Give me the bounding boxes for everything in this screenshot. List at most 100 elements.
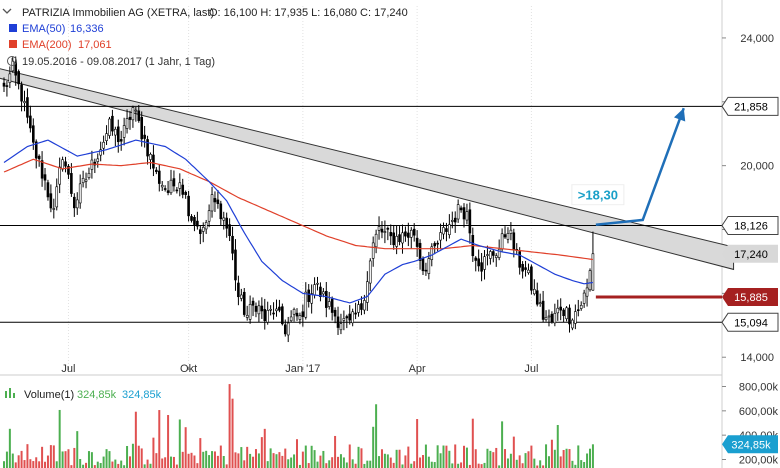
volume-bar [41, 446, 44, 468]
candle-body [231, 235, 234, 254]
volume-bar [126, 445, 129, 468]
candle-body [295, 312, 299, 317]
volume-bar [20, 450, 23, 468]
volume-bar [515, 459, 518, 468]
candle-body [105, 133, 108, 141]
volume-bar [252, 456, 255, 468]
volume-bar [190, 452, 193, 468]
trend-channel-band [0, 68, 735, 271]
volume-bar [164, 457, 167, 468]
candle-body [187, 195, 190, 217]
volume-bar [424, 444, 427, 468]
volume-bar [196, 463, 199, 468]
level-badge [721, 312, 779, 332]
chart-title: PATRIZIA Immobilien AG (XETRA, last) [22, 7, 214, 19]
volume-bar [161, 458, 164, 468]
annotation-box [571, 184, 625, 206]
candle-body [219, 203, 223, 220]
candle-body [111, 115, 114, 132]
volume-bar [296, 439, 298, 468]
candle-body [17, 71, 20, 85]
volume-bar [389, 457, 392, 468]
volume-bar [454, 444, 457, 468]
candle-body [34, 141, 38, 159]
volume-bar [131, 443, 134, 468]
volume-bar [269, 448, 272, 468]
volume-bar [93, 465, 96, 468]
volume-bar [524, 453, 527, 468]
volume-bar [586, 453, 589, 468]
volume-bar [58, 409, 61, 468]
volume-bar [386, 454, 389, 468]
volume-bar [489, 450, 492, 468]
volume-bar [468, 464, 471, 468]
volume-bar [498, 465, 501, 468]
candle-body [433, 243, 437, 247]
candle-body [576, 309, 580, 311]
volume-bar [49, 445, 52, 468]
volume-bar [495, 447, 498, 468]
volume-bar [137, 445, 140, 468]
x-tick-label: Jul [61, 363, 75, 375]
chevron-down-icon[interactable] [2, 8, 12, 14]
volume-bar [457, 463, 460, 468]
volume-bar [172, 456, 175, 468]
ema50-label: EMA(50) [22, 23, 65, 35]
volume-bar [334, 435, 337, 468]
volume-bar [202, 451, 205, 468]
volume-bar [521, 463, 524, 468]
x-axis: Jul Okt Jan '17 Apr Jul [61, 363, 538, 375]
volume-bar [272, 453, 275, 468]
candle-body [216, 199, 220, 204]
volume-bar [17, 455, 20, 468]
price-badge [722, 288, 778, 307]
candle-body [342, 318, 346, 321]
volume-bar [589, 448, 591, 468]
candle-body [234, 249, 237, 281]
volume-bar [32, 461, 35, 468]
trend-channel [0, 68, 735, 271]
ema200-label: EMA(200) [22, 39, 72, 51]
y-tick-label: 14,000 [740, 352, 774, 364]
candle-body [541, 300, 545, 320]
candle-body [160, 184, 164, 188]
candle-body [298, 315, 302, 320]
candle-body [37, 155, 41, 160]
volume-bar [108, 451, 111, 468]
volume-bar [419, 457, 422, 468]
volume-bar [8, 428, 11, 468]
candle-body [465, 211, 469, 221]
candle-body [459, 207, 463, 211]
volume-bar [509, 453, 512, 468]
candle-body [527, 269, 530, 274]
candle-body [14, 61, 18, 76]
candle-body [424, 269, 428, 272]
volume-legend: Volume(1) 324,85k 324,85k [5, 388, 162, 401]
candle-body [166, 190, 170, 193]
candle-body [172, 178, 176, 187]
volume-bar [463, 445, 466, 468]
volume-bar [281, 455, 284, 468]
candle-body [562, 309, 565, 317]
volume-bar [427, 456, 430, 468]
candle-body [533, 288, 536, 295]
candle-body [272, 312, 275, 315]
candle-body [108, 118, 111, 136]
volume-bar [123, 465, 126, 468]
price-badge-label: 17,240 [734, 249, 768, 261]
candle-body [119, 139, 123, 142]
candle-body [102, 141, 105, 149]
candle-body [582, 292, 586, 304]
volume-bar [184, 427, 187, 468]
candle-body [521, 263, 524, 272]
volume-bar [243, 460, 246, 468]
volume-bar [413, 461, 416, 468]
candle-body [389, 232, 393, 237]
volume-bar [85, 462, 88, 468]
x-tick-label: Jan '17 [285, 363, 320, 375]
candle-body [149, 154, 152, 160]
volume-bar [208, 455, 211, 468]
volume-bar [219, 445, 222, 468]
level-badge [721, 96, 779, 116]
chart-overlays: >18,30 [571, 107, 722, 299]
